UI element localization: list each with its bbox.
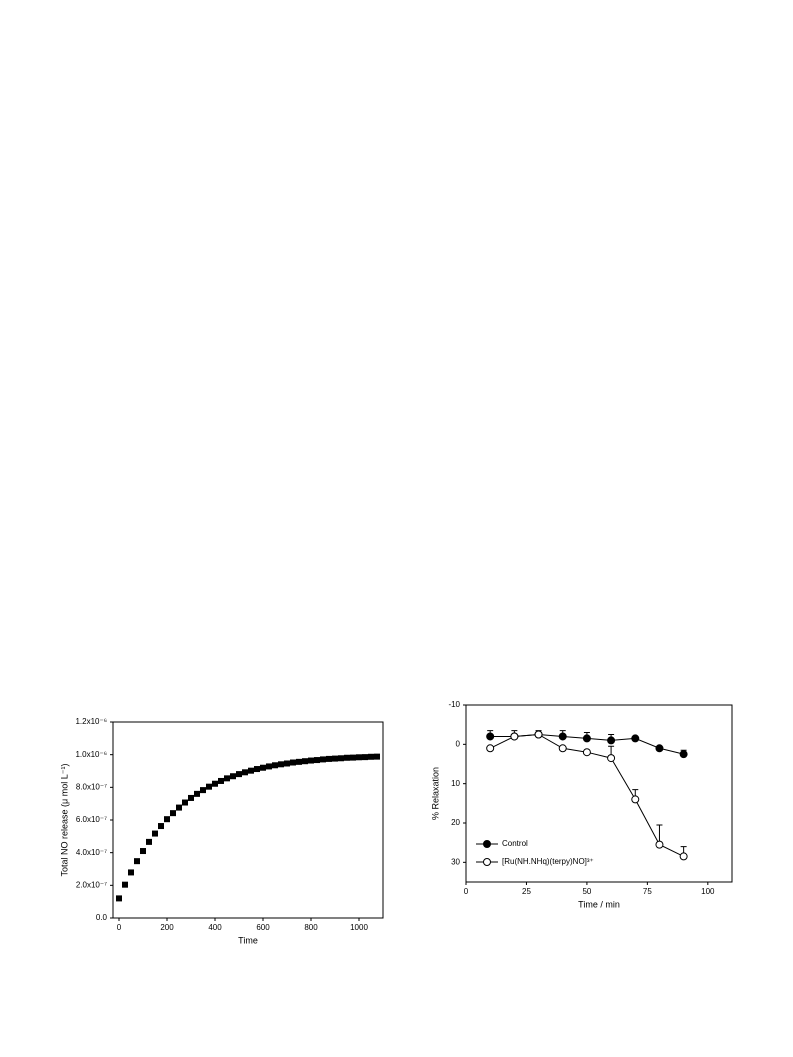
- data-point: [332, 755, 338, 762]
- data-point: [134, 858, 140, 865]
- data-point: [116, 895, 122, 902]
- data-point: [510, 732, 519, 741]
- x-axis-label: Time / min: [578, 899, 620, 909]
- data-point: [338, 755, 344, 762]
- data-point: [194, 790, 200, 797]
- data-point: [344, 754, 350, 761]
- data-point: [558, 732, 567, 741]
- y-tick-label: 6.0x10⁻⁷: [76, 815, 107, 824]
- data-point: [254, 766, 260, 773]
- x-tick-label: 0: [464, 887, 469, 896]
- data-point: [182, 799, 188, 806]
- data-point: [368, 753, 374, 760]
- data-point: [200, 787, 206, 794]
- data-point: [218, 777, 224, 784]
- x-tick-label: 600: [256, 923, 270, 932]
- y-tick-label: 20: [451, 818, 460, 827]
- data-point: [350, 754, 356, 761]
- data-point: [631, 795, 640, 804]
- data-point: [320, 756, 326, 763]
- y-axis-label: % Relaxation: [430, 767, 440, 820]
- y-tick-label: 8.0x10⁻⁷: [76, 782, 107, 791]
- y-tick-label: 2.0x10⁻⁷: [76, 880, 107, 889]
- data-point: [164, 816, 170, 823]
- y-tick-label: 0: [456, 739, 461, 748]
- legend-marker: [483, 858, 491, 866]
- data-point: [170, 810, 176, 817]
- data-point: [302, 758, 308, 765]
- data-point: [314, 757, 320, 764]
- x-tick-label: 1000: [350, 923, 368, 932]
- y-tick-label: 4.0x10⁻⁷: [76, 848, 107, 857]
- data-point: [140, 848, 146, 855]
- data-point: [655, 840, 664, 849]
- data-point: [362, 754, 368, 761]
- legend-marker: [483, 840, 491, 848]
- x-tick-label: 25: [522, 887, 531, 896]
- data-point: [607, 754, 616, 763]
- data-point: [607, 736, 616, 745]
- data-point: [486, 732, 495, 741]
- y-tick-label: -10: [448, 700, 460, 709]
- data-point: [486, 744, 495, 753]
- data-point: [266, 763, 272, 770]
- data-point: [158, 823, 164, 830]
- x-axis-label: Time: [238, 935, 258, 945]
- data-point: [152, 830, 158, 837]
- legend-label: [Ru(NH.NHq)(terpy)NO]³⁺: [502, 857, 594, 866]
- data-point: [122, 881, 128, 888]
- data-point: [224, 775, 230, 782]
- data-point: [284, 760, 290, 767]
- data-point: [206, 783, 212, 790]
- data-point: [272, 762, 278, 769]
- data-point: [374, 753, 380, 760]
- data-point: [308, 757, 314, 764]
- y-tick-label: 10: [451, 779, 460, 788]
- x-tick-label: 0: [117, 923, 122, 932]
- data-point: [296, 758, 302, 765]
- data-point: [278, 761, 284, 768]
- data-point: [176, 804, 182, 811]
- data-point: [128, 869, 134, 876]
- plot-frame: [465, 704, 733, 883]
- y-axis-label: Total NO release (μ mol L⁻¹): [59, 764, 69, 877]
- x-tick-label: 100: [701, 887, 715, 896]
- data-point: [248, 767, 254, 774]
- data-point: [260, 764, 266, 771]
- data-point: [290, 759, 296, 766]
- x-tick-label: 400: [208, 923, 222, 932]
- legend-label: Control: [502, 839, 528, 848]
- data-point: [582, 748, 591, 757]
- data-point: [534, 730, 543, 739]
- plot-frame: [112, 721, 384, 919]
- data-point: [146, 838, 152, 845]
- data-point: [655, 744, 664, 753]
- data-point: [236, 771, 242, 778]
- data-point: [242, 769, 248, 776]
- data-point: [558, 744, 567, 753]
- x-tick-label: 75: [643, 887, 652, 896]
- data-point: [356, 754, 362, 761]
- y-tick-label: 0.0: [96, 913, 108, 922]
- x-tick-label: 200: [160, 923, 174, 932]
- data-point: [582, 734, 591, 743]
- data-point: [679, 852, 688, 861]
- data-point: [326, 755, 332, 762]
- data-point: [631, 734, 640, 743]
- y-tick-label: 30: [451, 857, 460, 866]
- data-point: [212, 780, 218, 787]
- x-tick-label: 50: [582, 887, 591, 896]
- y-tick-label: 1.0x10⁻⁶: [75, 750, 107, 759]
- y-tick-label: 1.2x10⁻⁶: [75, 717, 107, 726]
- data-point: [230, 773, 236, 780]
- data-point: [679, 750, 688, 759]
- x-tick-label: 800: [304, 923, 318, 932]
- data-point: [188, 794, 194, 801]
